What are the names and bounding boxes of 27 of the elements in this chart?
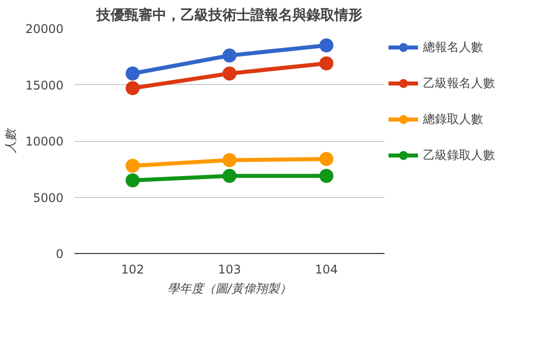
chart-title: 技優甄審中，乙級技術士證報名與錄取情形 (96, 6, 362, 24)
x-tick-label: 102 (121, 262, 144, 276)
point (319, 152, 334, 166)
legend-label: 乙級報名人數 (423, 74, 495, 92)
point (222, 48, 236, 62)
point (126, 81, 140, 96)
point (126, 173, 140, 188)
x-tick-label: 104 (314, 262, 338, 276)
y-tick-label: 10000 (25, 134, 64, 148)
legend-label: 乙級錄取人數 (423, 146, 495, 164)
point (126, 66, 140, 80)
point (222, 168, 236, 183)
point (319, 38, 334, 52)
y-tick-label: 0 (56, 247, 64, 261)
y-tick-label: 15000 (25, 78, 64, 92)
point (222, 66, 236, 80)
point (319, 168, 334, 183)
y-tick-label: 20000 (25, 22, 64, 36)
point (319, 56, 334, 70)
y-tick-label: 5000 (32, 190, 64, 205)
legend-label: 總錄取人數 (423, 110, 483, 128)
x-tick-label: 103 (218, 262, 241, 276)
y-axis-title: 人數 (3, 127, 18, 154)
point (126, 158, 140, 173)
x-axis-title: 學年度（圖/黃偉翔製） (167, 282, 292, 296)
legend-label: 總報名人數 (423, 38, 483, 56)
point (222, 153, 236, 168)
